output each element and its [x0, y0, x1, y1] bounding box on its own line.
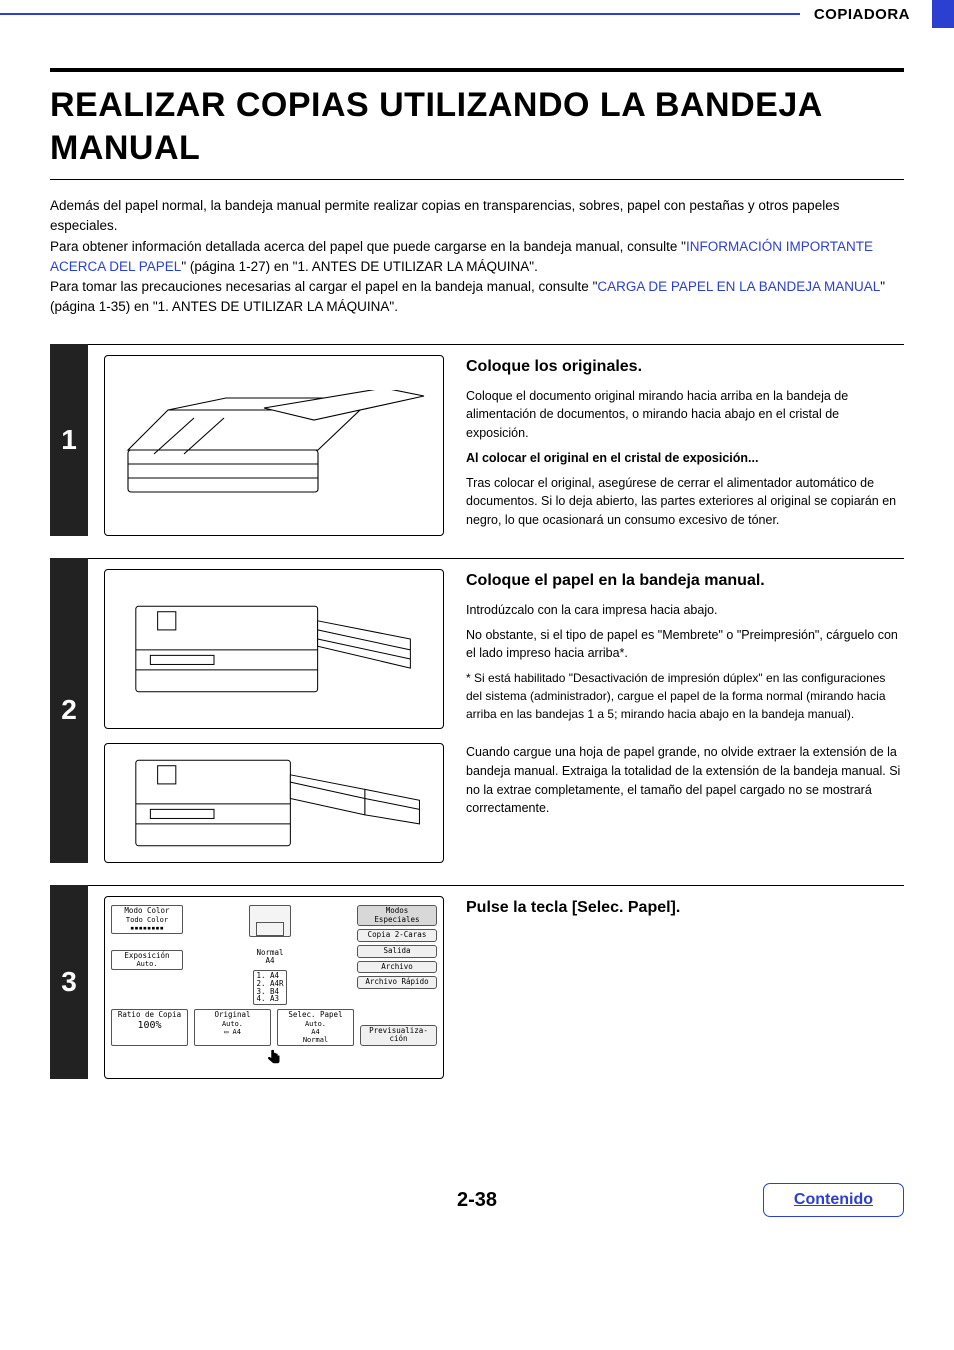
panel-salida[interactable]: Salida	[357, 945, 437, 958]
panel-archivo[interactable]: Archivo	[357, 961, 437, 974]
pointer-hand-icon	[111, 1048, 437, 1070]
step2-p2: No obstante, si el tipo de papel es "Mem…	[466, 626, 904, 664]
step-number: 2	[50, 558, 88, 863]
intro-p3: Para tomar las precauciones necesarias a…	[50, 277, 904, 318]
link-carga-papel[interactable]: CARGA DE PAPEL EN LA BANDEJA MANUAL	[597, 279, 880, 294]
step2-p1: Introdúzcalo con la cara impresa hacia a…	[466, 601, 904, 620]
copier-open-icon	[114, 390, 434, 500]
panel-modos-especiales[interactable]: Modos Especiales	[357, 905, 437, 926]
panel-copia-2caras[interactable]: Copia 2-Caras	[357, 929, 437, 942]
step2-note: * Si está habilitado "Desactivación de i…	[466, 669, 904, 723]
step-2: 2	[50, 558, 904, 863]
intro-p1: Además del papel normal, la bandeja manu…	[50, 196, 904, 237]
step1-p1: Coloque el documento original mirando ha…	[466, 387, 904, 443]
panel-modo-color[interactable]: Modo Color Todo Color ▪▪▪▪▪▪▪▪	[111, 905, 183, 934]
step1-heading: Coloque los originales.	[466, 355, 904, 379]
panel-paper-list: 1. A4 2. A4R 3. B4 4. A3	[253, 970, 286, 1006]
step-3: 3 Modo Color Todo Color ▪▪▪▪▪▪▪▪	[50, 885, 904, 1079]
printer-icon	[249, 905, 291, 937]
bypass-tray-extended-icon	[114, 753, 434, 853]
step2-p3: Cuando cargue una hoja de papel grande, …	[466, 743, 904, 818]
panel-normal-label: Normal A4	[256, 949, 283, 965]
panel-original[interactable]: Original Auto. ▭ A4	[194, 1009, 271, 1046]
step2-heading: Coloque el papel en la bandeja manual.	[466, 569, 904, 593]
intro-p2: Para obtener información detallada acerc…	[50, 237, 904, 278]
panel-ratio-copia[interactable]: Ratio de Copia 100%	[111, 1009, 188, 1046]
panel-selec-papel[interactable]: Selec. Papel Auto. A4 Normal	[277, 1009, 354, 1046]
step3-heading: Pulse la tecla [Selec. Papel].	[466, 896, 904, 920]
illustration-bypass-tray-extended	[104, 743, 444, 863]
illustration-copier-open	[104, 355, 444, 536]
step1-p2: Tras colocar el original, asegúrese de c…	[466, 474, 904, 530]
header-rule	[0, 13, 800, 15]
contents-button[interactable]: Contenido	[763, 1183, 904, 1217]
page-title: REALIZAR COPIAS UTILIZANDO LA BANDEJA MA…	[50, 68, 904, 180]
panel-archivo-rapido[interactable]: Archivo Rápido	[357, 976, 437, 989]
page-number: 2-38	[457, 1189, 497, 1211]
bypass-tray-icon	[114, 599, 434, 699]
step-number: 3	[50, 885, 88, 1079]
illustration-bypass-tray	[104, 569, 444, 729]
section-title: COPIADORA	[800, 6, 924, 23]
step-1: 1	[50, 344, 904, 536]
panel-exposicion[interactable]: Exposición Auto.	[111, 950, 183, 971]
header-accent-block	[932, 0, 954, 28]
step-number: 1	[50, 344, 88, 536]
panel-previsualizacion[interactable]: Previsualiza- ción	[360, 1025, 437, 1046]
touch-panel-illustration: Modo Color Todo Color ▪▪▪▪▪▪▪▪ Exposició…	[104, 896, 444, 1079]
intro-paragraph: Además del papel normal, la bandeja manu…	[50, 196, 904, 318]
step1-bold: Al colocar el original en el cristal de …	[466, 449, 904, 468]
